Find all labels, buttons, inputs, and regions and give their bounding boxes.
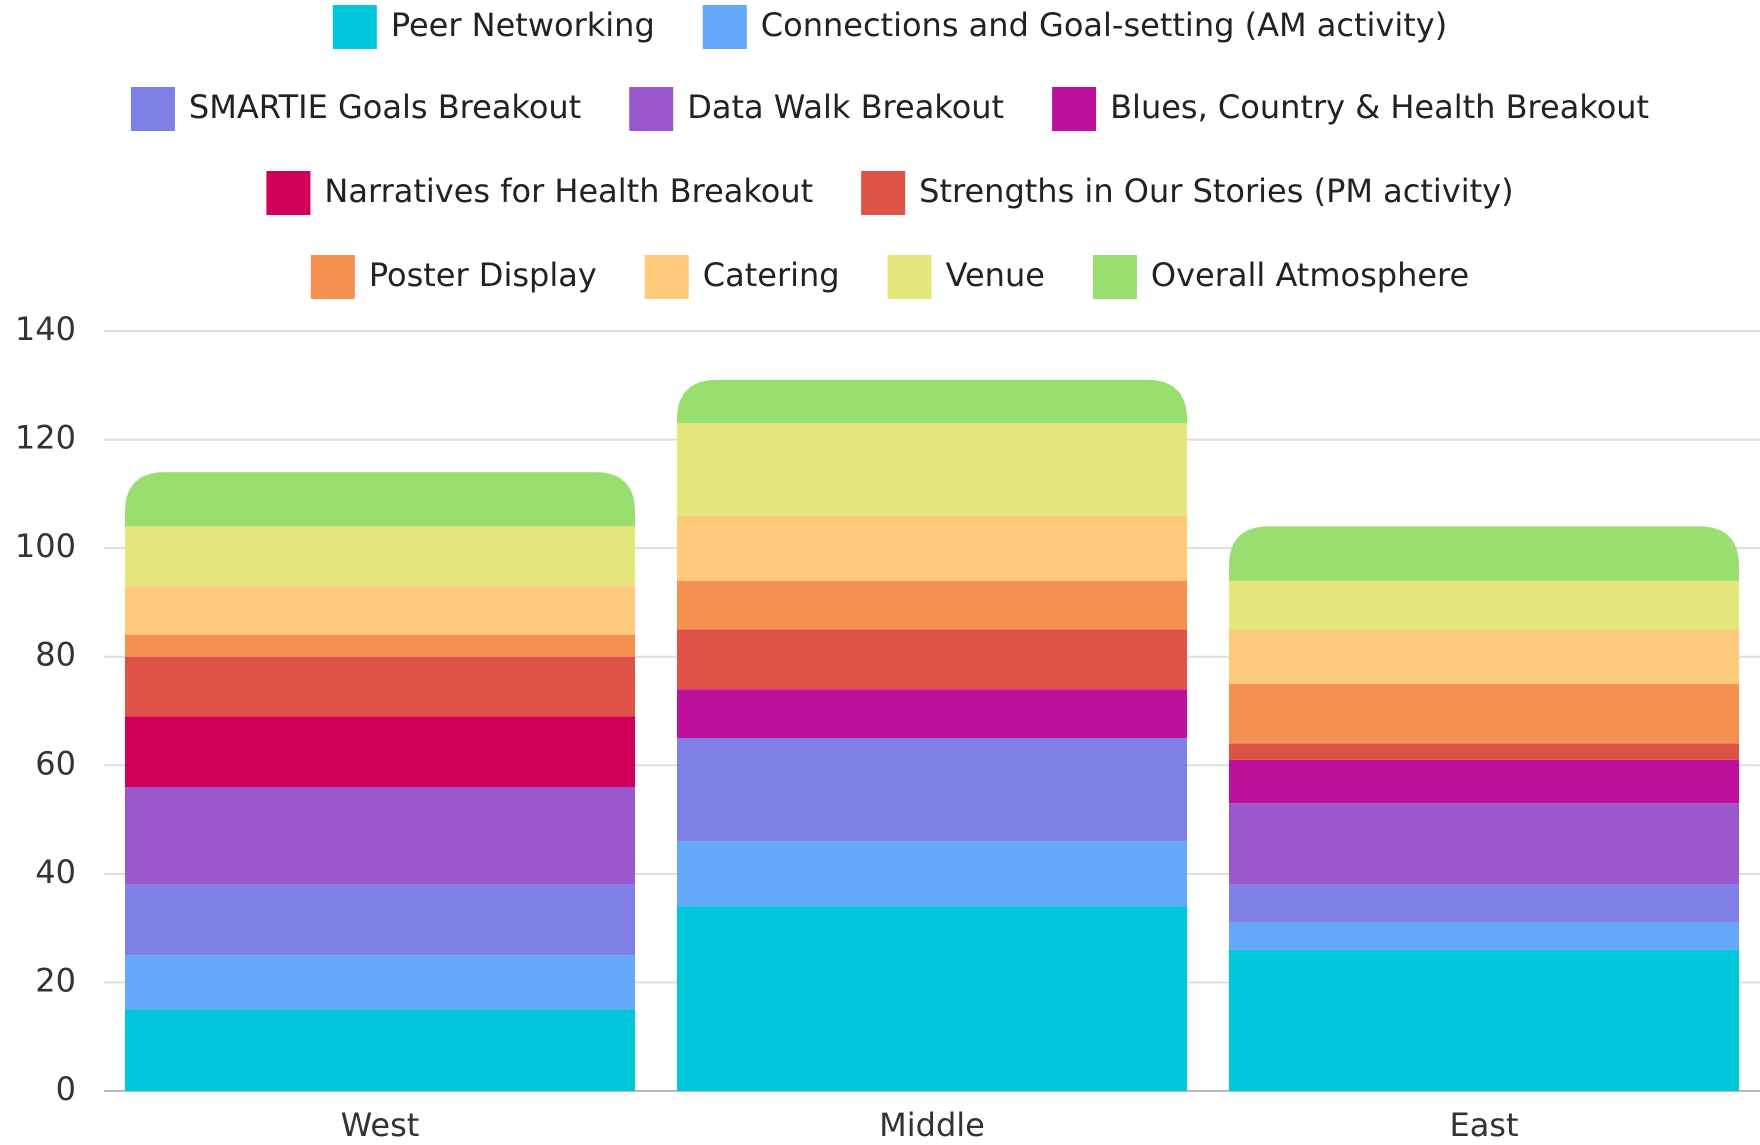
bar-segment	[676, 689, 1188, 739]
legend-swatch	[332, 5, 377, 49]
legend-swatch	[861, 171, 906, 215]
legend-label: Catering	[703, 256, 840, 294]
bar-segment	[124, 635, 636, 657]
legend-swatch	[629, 87, 674, 131]
bar-segment	[124, 955, 636, 1010]
bar-segment	[1228, 683, 1740, 744]
bar-segment	[1228, 526, 1740, 581]
x-tick-label: East	[1449, 1106, 1518, 1144]
legend-swatch	[266, 171, 311, 215]
legend-label: Narratives for Health Breakout	[324, 172, 813, 210]
bar-segment	[676, 629, 1188, 690]
y-tick-label: 140	[15, 310, 76, 348]
bar-segment	[1228, 759, 1740, 804]
legend-swatch	[130, 87, 175, 131]
bar-segment	[676, 906, 1188, 1091]
y-tick-label: 120	[15, 419, 76, 457]
bar-segment	[1228, 629, 1740, 684]
legend-label: SMARTIE Goals Breakout	[189, 88, 581, 126]
y-tick-label: 60	[35, 744, 76, 782]
legend-row: SMARTIE Goals Breakout Data Walk Breakout…	[130, 87, 1649, 131]
legend-label: Peer Networking	[391, 6, 655, 44]
legend-swatch	[310, 255, 355, 299]
legend-row: Peer Networking Connections and Goal-sett…	[332, 5, 1447, 49]
legend-swatch	[1052, 87, 1097, 131]
legend-label: Blues, Country & Health Breakout	[1110, 88, 1649, 126]
bar-segment	[124, 787, 636, 885]
bar-segment	[124, 526, 636, 587]
legend-swatch	[887, 255, 932, 299]
bar-segment	[676, 515, 1188, 581]
legend-label: Strengths in Our Stories (PM activity)	[919, 172, 1513, 210]
legend-swatch	[1092, 255, 1137, 299]
legend-label: Poster Display	[369, 256, 597, 294]
legend-label: Overall Atmosphere	[1151, 256, 1469, 294]
y-tick-label: 100	[15, 527, 76, 565]
bar-segment	[676, 841, 1188, 907]
y-tick-label: 0	[56, 1070, 76, 1108]
y-tick-label: 40	[35, 853, 76, 891]
legend-row: Narratives for Health Breakout Strengths …	[266, 171, 1514, 215]
bar-segment	[1228, 580, 1740, 630]
bar-segment	[124, 472, 636, 527]
x-tick-label: West	[341, 1106, 420, 1144]
legend-swatch	[644, 255, 689, 299]
bar-segment	[124, 884, 636, 956]
bar-segment	[676, 580, 1188, 630]
legend-label: Connections and Goal-setting (AM activit…	[761, 6, 1447, 44]
legend-swatch	[702, 5, 747, 49]
bar-segment	[1228, 949, 1740, 1091]
bar-segment	[124, 1009, 636, 1091]
bar-segment	[676, 379, 1188, 424]
y-tick-label: 80	[35, 636, 76, 674]
x-tick-label: Middle	[879, 1106, 985, 1144]
bar-segment	[1228, 803, 1740, 885]
bar-segment	[1228, 922, 1740, 950]
y-tick-label: 20	[35, 961, 76, 999]
bar-segment	[124, 716, 636, 787]
bar-segment	[124, 586, 636, 635]
bar-segment	[676, 738, 1188, 842]
legend-label: Venue	[946, 256, 1045, 294]
legend-label: Data Walk Breakout	[687, 88, 1004, 126]
bar-segment	[1228, 884, 1740, 923]
bar-segment	[676, 423, 1188, 516]
bar-segment	[1228, 743, 1740, 760]
bar-segment	[124, 656, 636, 717]
legend-row: Poster Display Catering Venue Overall Atmos…	[310, 255, 1469, 299]
